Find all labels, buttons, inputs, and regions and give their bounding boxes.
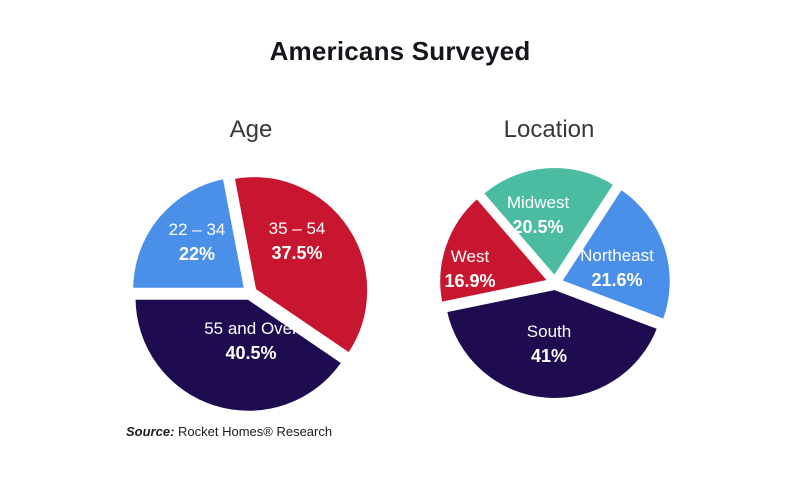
age-chart-title: Age	[229, 116, 273, 143]
age-slice-label-22-34: 22 – 34 22%	[169, 217, 226, 267]
source-text: Rocket Homes® Research	[174, 424, 333, 439]
location-pie-chart	[436, 164, 674, 402]
slice-name: Northeast	[580, 246, 654, 265]
slice-percentage: 37.5%	[271, 243, 323, 263]
location-slice-label-west: West 16.9%	[444, 244, 495, 294]
slice-name: West	[450, 247, 490, 266]
age-pie-chart	[129, 173, 372, 415]
source-attribution: Source: Rocket Homes® Research	[126, 424, 332, 439]
location-slice-label-midwest: Midwest 20.5%	[507, 190, 569, 240]
page-title: Americans Surveyed	[269, 36, 531, 66]
age-pie-slice-35-54	[230, 173, 372, 357]
slice-percentage: 40.5%	[225, 343, 277, 363]
slice-name: Midwest	[506, 193, 570, 212]
slice-name: South	[526, 322, 572, 341]
location-chart-title: Location	[503, 116, 595, 143]
location-slice-label-south: South 41%	[527, 319, 571, 369]
age-slice-label-35-54: 35 – 54 37.5%	[269, 216, 326, 266]
source-label: Source:	[126, 424, 175, 439]
slice-percentage: 16.9%	[444, 271, 496, 291]
location-pie-slice-midwest	[479, 164, 618, 281]
location-slice-label-northeast: Northeast 21.6%	[580, 243, 654, 293]
location-pie-slice-south	[442, 285, 662, 402]
slice-percentage: 41%	[530, 346, 568, 366]
slice-percentage: 22%	[178, 244, 216, 264]
slice-name: 22 – 34	[168, 220, 226, 239]
location-pie-slice-west	[436, 194, 553, 306]
location-pie-slice-northeast	[557, 185, 674, 324]
slice-name: 35 – 54	[268, 219, 326, 238]
slice-name: 55 and Over	[204, 319, 298, 338]
age-slice-label-55-and-over: 55 and Over 40.5%	[204, 316, 298, 366]
slice-percentage: 20.5%	[512, 217, 564, 237]
age-pie-slice-22-34	[129, 174, 249, 292]
age-pie-slice-55-and-over	[131, 295, 346, 415]
slice-percentage: 21.6%	[591, 270, 643, 290]
